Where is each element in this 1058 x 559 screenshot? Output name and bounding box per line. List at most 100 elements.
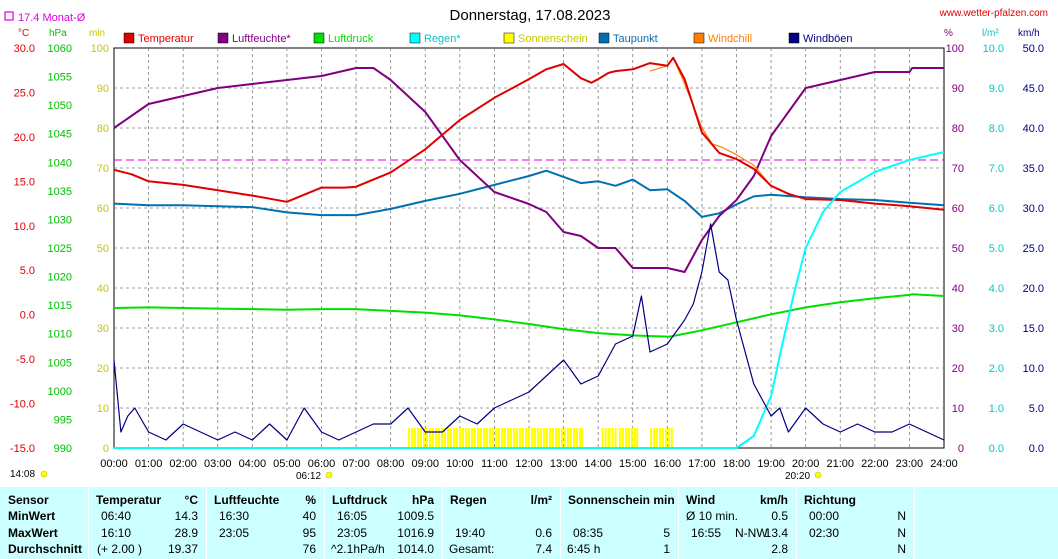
wind-header: Wind (686, 493, 716, 507)
sunshine-bar (530, 428, 533, 448)
x-tick-label: 07:00 (342, 458, 370, 470)
temp-tick-label: 0.0 (20, 310, 35, 322)
sunshine-bar (572, 428, 575, 448)
pressure-unit: hPa (411, 493, 434, 507)
sun-tick-label: 40 (97, 283, 109, 295)
hum-avg-value: 76 (302, 542, 316, 556)
sunrise-icon (325, 471, 333, 479)
sunshine-bar (662, 428, 665, 448)
x-tick-label: 08:00 (377, 458, 405, 470)
wind-tick-label: 35.0 (1023, 163, 1044, 175)
x-tick-label: 17:00 (688, 458, 716, 470)
temp-min-value: 14.3 (174, 509, 198, 523)
axes: 00:00 01:00 02:00 03:00 04:00 05:00 06:00 07:00… (10, 43, 1044, 470)
rain-series-line (114, 151, 945, 449)
legend-label-dewpoint: Taupunkt (613, 33, 658, 45)
legend-swatch-pressure (313, 32, 325, 44)
wind-tick-label: 45.0 (1023, 83, 1044, 95)
dewpoint-series-line (113, 169, 945, 218)
humidity-tick-label: 50 (952, 243, 964, 255)
sunshine-bar (601, 428, 604, 448)
weather-chart: 00:00 01:00 02:00 03:00 04:00 05:00 06:00 07:00… (4, 7, 1048, 482)
legend-swatch-rain (409, 32, 421, 44)
wind-max-value: 13.4 (764, 526, 788, 540)
sunshine-bar (557, 428, 560, 448)
sun-tick-label: 10 (97, 403, 109, 415)
temperature-unit: °C (184, 493, 198, 507)
dir-min-value: N (897, 509, 906, 523)
sunshine-bar (670, 428, 673, 448)
sunshine-bar (506, 428, 509, 448)
temp-max-value: 28.9 (174, 526, 198, 540)
x-tick-label: 24:00 (930, 458, 958, 470)
sunshine-bar (452, 428, 455, 448)
humidity-tick-label: 30 (952, 323, 964, 335)
website-link[interactable]: www.wetter-pfalzen.com (939, 8, 1048, 19)
row-label-min: MinWert (8, 509, 56, 523)
sunshine-bar (455, 428, 458, 448)
sunshine-bar (539, 428, 542, 448)
sunshine-bar (518, 428, 521, 448)
sunshine-bar (497, 428, 500, 448)
press-avg-value: 1014.0 (397, 542, 434, 556)
temperature-header: Temperatur (96, 493, 162, 507)
wind-tick-label: 50.0 (1023, 43, 1044, 55)
sunshine-bar (569, 428, 572, 448)
rain-total-label: Gesamt: (449, 542, 495, 556)
pressure-tick-label: 990 (54, 443, 72, 455)
x-tick-label: 11:00 (481, 458, 508, 470)
sensor-column: Sensor MinWert MaxWert Durchschnitt (0, 487, 88, 559)
sunshine-bar (458, 428, 461, 448)
sunshine-bar (410, 428, 413, 448)
rain-total-value: 7.4 (535, 542, 552, 556)
sunshine-bar (563, 428, 566, 448)
legend-label-temperature: Temperatur (138, 33, 194, 45)
legend-swatch-dewpoint (598, 32, 610, 44)
pressure-tick-label: 1015 (48, 300, 72, 312)
x-tick-label: 06:00 (308, 458, 336, 470)
press-max-value: 1016.9 (397, 526, 434, 540)
gusts-series-line (113, 223, 945, 441)
temp-tick-label: 25.0 (14, 87, 35, 99)
sunshine-bars (407, 428, 673, 448)
press-min-time: 16:05 (337, 509, 368, 523)
legend-swatch-sunshine (503, 32, 515, 44)
sun-tick-label: 0 (103, 443, 109, 455)
sunshine-bar (527, 428, 530, 448)
sunshine-bar (428, 428, 431, 448)
x-tick-label: 22:00 (861, 458, 889, 470)
sun-total-hours: 6:45 h (567, 542, 601, 556)
dir-min-time: 00:00 (809, 509, 840, 523)
sunshine-bar (580, 428, 583, 448)
sunshine-bar (668, 428, 671, 448)
pressure-tick-label: 1040 (48, 157, 72, 169)
temp-tick-label: 30.0 (14, 43, 35, 55)
pressure-tick-label: 1030 (48, 214, 72, 226)
sunshine-bar (665, 428, 668, 448)
sunshine-bar (524, 428, 527, 448)
humidity-header: Luftfeuchte (214, 493, 280, 507)
sunshine-bar (630, 428, 633, 448)
unit-sun: min (89, 28, 105, 39)
temperature-column: Temperatur °C 06:40 14.3 16:10 28.9 (+ 2… (88, 487, 206, 559)
temp-avg-value: 19.37 (167, 542, 198, 556)
x-tick-label: 15:00 (619, 458, 647, 470)
chart-title: Donnerstag, 17.08.2023 (450, 7, 611, 24)
sunshine-header: Sonnenschein min (568, 493, 675, 507)
wind-max-time: 16:55 (691, 526, 722, 540)
sunshine-bar (422, 428, 425, 448)
temp-tick-label: 20.0 (14, 132, 35, 144)
rain-tick-label: 5.0 (989, 243, 1004, 255)
sun-tick-label: 50 (97, 243, 109, 255)
unit-humidity: % (944, 28, 953, 39)
wind-tick-label: 40.0 (1023, 123, 1044, 135)
x-tick-label: 02:00 (169, 458, 197, 470)
x-tick-label: 20:00 (792, 458, 820, 470)
legend-label-windchill: Windchill (708, 33, 752, 45)
legend-label-gusts: Windböen (803, 33, 853, 45)
wind-tick-label: 0.0 (1029, 443, 1044, 455)
humidity-tick-label: 20 (952, 363, 964, 375)
x-tick-label: 04:00 (239, 458, 267, 470)
rain-tick-label: 10.0 (983, 43, 1004, 55)
